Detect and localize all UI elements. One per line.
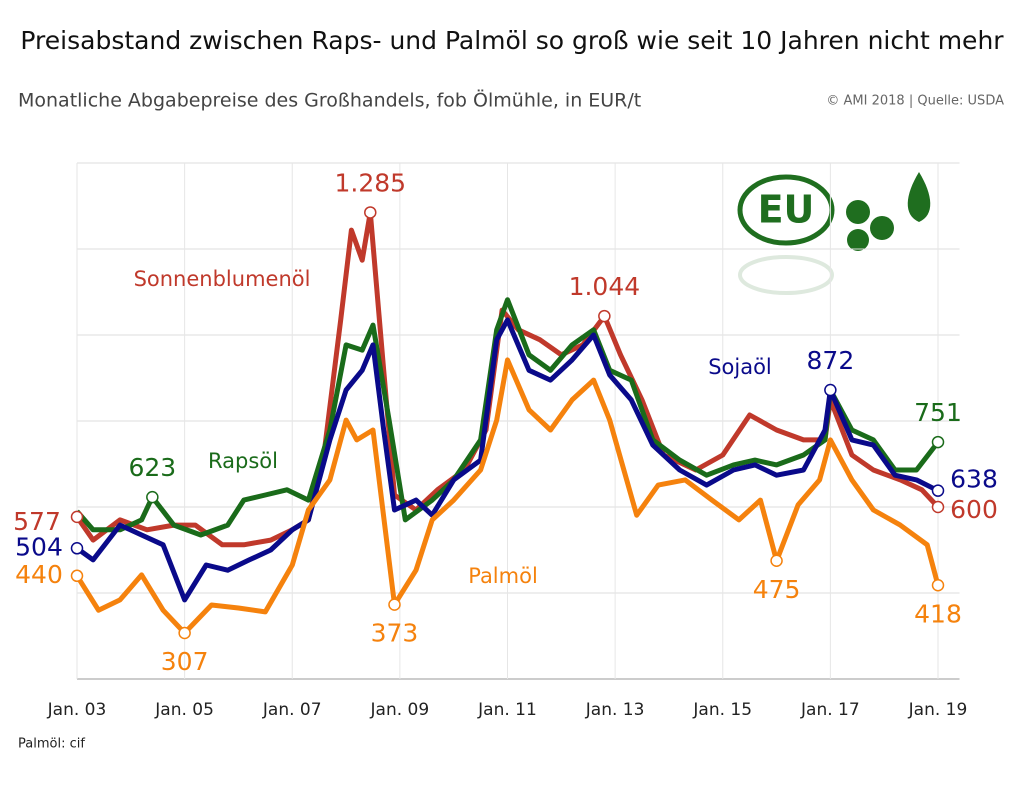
value-label: 1.285	[334, 168, 406, 197]
value-label: 623	[128, 453, 176, 482]
point-marker	[931, 435, 945, 449]
logo-ring	[737, 174, 835, 246]
value-label: 751	[914, 398, 962, 427]
series-name: Sojaöl	[708, 355, 772, 379]
value-label: 418	[914, 599, 962, 628]
value-label: 872	[807, 346, 855, 375]
point-marker	[364, 206, 377, 219]
point-marker	[931, 579, 945, 592]
logo-drop	[907, 172, 931, 222]
point-marker	[146, 490, 159, 504]
point-marker	[70, 542, 84, 555]
x-tick-label: Jan. 11	[477, 700, 537, 720]
series-line	[74, 357, 941, 636]
point-marker	[824, 383, 837, 397]
value-label: 307	[161, 647, 209, 676]
x-tick-label: Jan. 05	[154, 700, 214, 720]
x-tick-label: Jan. 19	[908, 700, 968, 720]
point-marker	[931, 500, 945, 514]
x-tick-label: Jan. 09	[370, 700, 430, 720]
logo-reflection	[738, 255, 834, 295]
logo-leaf	[870, 216, 894, 240]
point-marker	[388, 598, 401, 611]
series-name: Palmöl	[468, 564, 538, 588]
point-marker	[178, 626, 191, 640]
logo-leaf	[847, 229, 869, 251]
point-marker	[70, 510, 84, 524]
point-marker	[931, 484, 945, 497]
logo-leaf	[846, 200, 870, 224]
note: Palmöl: cif	[18, 737, 85, 752]
logo: EU	[737, 172, 931, 295]
value-label: 577	[13, 507, 61, 536]
chart-subtitle: Monatliche Abgabepreise des Großhandels,…	[18, 89, 641, 112]
x-tick-label: Jan. 07	[262, 700, 322, 720]
series-name: Sonnenblumenöl	[134, 267, 311, 291]
point-marker	[770, 554, 783, 567]
x-tick-label: Jan. 17	[800, 700, 860, 720]
value-label: 373	[371, 619, 419, 648]
series-line	[75, 317, 940, 603]
value-label: 638	[950, 465, 998, 494]
chart-title: Preisabstand zwischen Raps- und Palmöl s…	[20, 26, 1004, 55]
series-line	[75, 297, 940, 538]
x-tick-label: Jan. 15	[692, 700, 752, 720]
value-label: 1.044	[569, 272, 641, 301]
value-label: 504	[15, 532, 63, 561]
point-marker	[598, 309, 611, 323]
value-label: 600	[950, 495, 998, 524]
value-label: 440	[15, 560, 63, 589]
x-tick-label: Jan. 13	[585, 700, 645, 720]
series-name: Rapsöl	[208, 449, 278, 473]
point-marker	[70, 569, 84, 583]
x-tick-label: Jan. 03	[47, 700, 107, 720]
value-label: 475	[753, 575, 801, 604]
logo-text: EU	[758, 188, 815, 232]
source: © AMI 2018 | Quelle: USDA	[826, 94, 1004, 109]
